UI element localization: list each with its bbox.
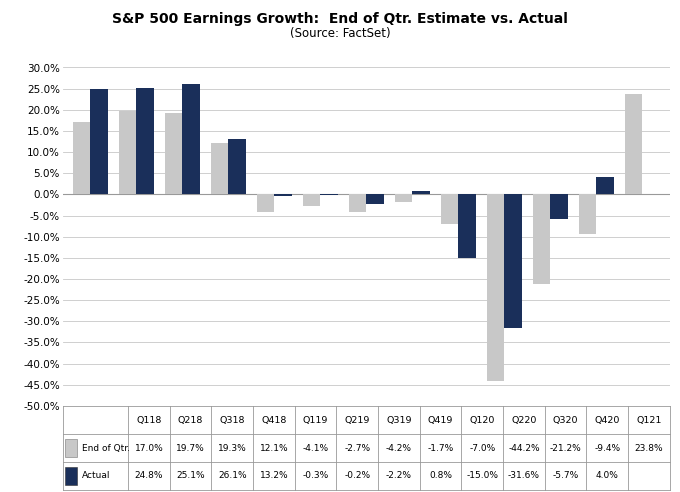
Bar: [303, 194, 320, 206]
Bar: [119, 111, 136, 194]
Text: 24.8%: 24.8%: [135, 471, 163, 480]
Text: -4.2%: -4.2%: [386, 444, 412, 453]
Bar: [256, 194, 274, 212]
Bar: [274, 194, 292, 196]
Text: Q418: Q418: [261, 416, 287, 425]
Bar: [165, 113, 182, 194]
Text: Q219: Q219: [345, 416, 370, 425]
Text: -31.6%: -31.6%: [508, 471, 540, 480]
Bar: [320, 194, 338, 195]
Bar: [73, 123, 90, 194]
Bar: [504, 194, 522, 328]
Text: 19.3%: 19.3%: [218, 444, 247, 453]
Bar: [211, 143, 228, 194]
Bar: [458, 194, 476, 258]
Text: End of Qtr.: End of Qtr.: [82, 444, 130, 453]
Text: Q419: Q419: [428, 416, 454, 425]
Text: -0.3%: -0.3%: [303, 471, 328, 480]
Text: 0.8%: 0.8%: [429, 471, 452, 480]
Text: 4.0%: 4.0%: [596, 471, 619, 480]
Text: -9.4%: -9.4%: [594, 444, 620, 453]
Bar: [579, 194, 596, 234]
Text: -4.1%: -4.1%: [303, 444, 328, 453]
Text: -2.7%: -2.7%: [344, 444, 371, 453]
Text: 13.2%: 13.2%: [260, 471, 288, 480]
Text: 26.1%: 26.1%: [218, 471, 247, 480]
Text: 19.7%: 19.7%: [176, 444, 205, 453]
Text: (Source: FactSet): (Source: FactSet): [290, 27, 390, 40]
Bar: [136, 88, 154, 194]
Bar: [532, 194, 550, 284]
Bar: [182, 84, 200, 194]
Text: -15.0%: -15.0%: [466, 471, 498, 480]
Text: Q320: Q320: [553, 416, 579, 425]
Bar: [228, 139, 245, 194]
Text: 23.8%: 23.8%: [634, 444, 663, 453]
Text: Q120: Q120: [470, 416, 495, 425]
Bar: [625, 93, 642, 194]
Text: -0.2%: -0.2%: [344, 471, 371, 480]
Text: -1.7%: -1.7%: [428, 444, 454, 453]
Text: -7.0%: -7.0%: [469, 444, 496, 453]
Text: 17.0%: 17.0%: [135, 444, 163, 453]
Text: Q420: Q420: [594, 416, 620, 425]
Text: -21.2%: -21.2%: [549, 444, 581, 453]
Text: Actual: Actual: [82, 471, 110, 480]
Bar: [550, 194, 568, 218]
Bar: [412, 191, 430, 194]
Text: 25.1%: 25.1%: [176, 471, 205, 480]
Text: Q118: Q118: [136, 416, 162, 425]
Text: 12.1%: 12.1%: [260, 444, 288, 453]
Bar: [349, 194, 366, 212]
Bar: [596, 178, 613, 194]
FancyBboxPatch shape: [65, 439, 77, 458]
Text: S&P 500 Earnings Growth:  End of Qtr. Estimate vs. Actual: S&P 500 Earnings Growth: End of Qtr. Est…: [112, 12, 568, 26]
Bar: [90, 90, 107, 194]
Text: -44.2%: -44.2%: [508, 444, 540, 453]
Bar: [441, 194, 458, 224]
Bar: [367, 194, 384, 204]
Text: Q119: Q119: [303, 416, 328, 425]
Text: -5.7%: -5.7%: [553, 471, 579, 480]
Text: Q319: Q319: [386, 416, 411, 425]
Text: Q121: Q121: [636, 416, 662, 425]
Text: -2.2%: -2.2%: [386, 471, 412, 480]
Bar: [394, 194, 412, 202]
FancyBboxPatch shape: [65, 466, 77, 485]
Text: Q220: Q220: [511, 416, 537, 425]
Text: Q218: Q218: [178, 416, 203, 425]
Bar: [487, 194, 504, 381]
Text: Q318: Q318: [220, 416, 245, 425]
